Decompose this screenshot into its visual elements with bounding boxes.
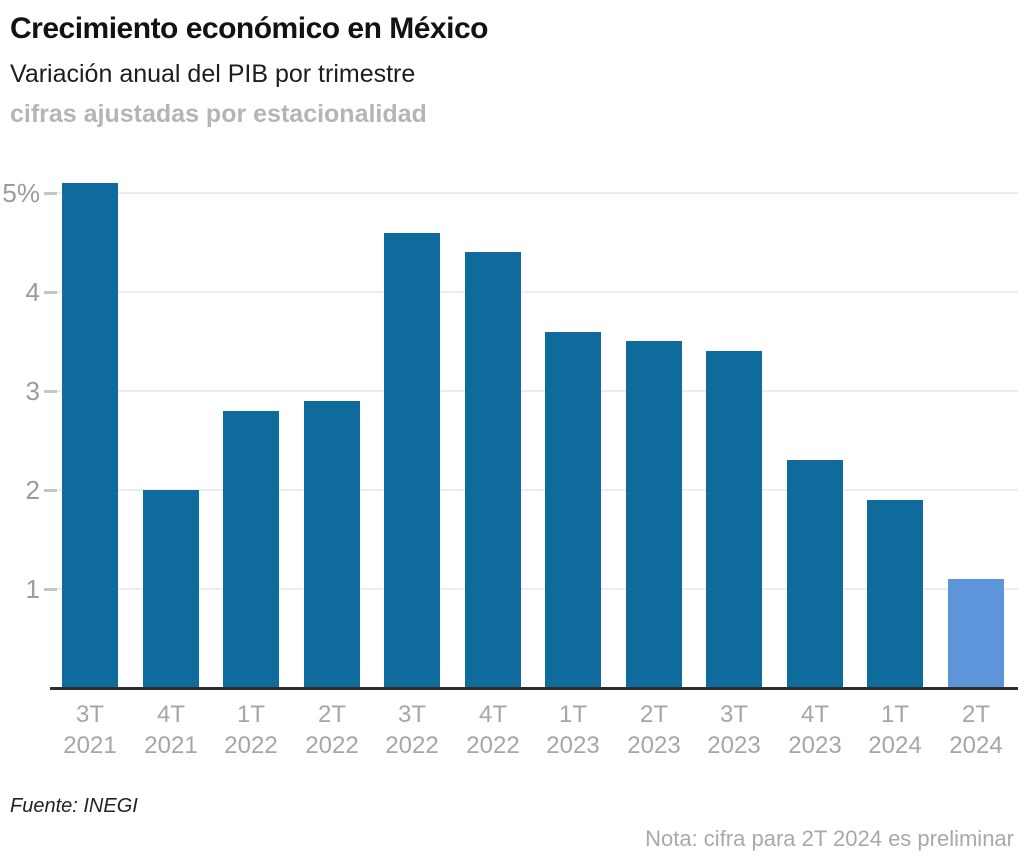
- x-axis-label-1T-2023: 1T 2023: [513, 699, 633, 761]
- y-axis-label-3: 3: [25, 376, 40, 406]
- x-label-year: 2022: [305, 732, 359, 759]
- bar-2T-2022: [304, 401, 360, 688]
- x-axis-label-4T-2021: 4T 2021: [111, 699, 231, 761]
- bar-3T-2022: [384, 233, 440, 688]
- x-axis-label-1T-2024: 1T 2024: [835, 699, 955, 761]
- x-axis-label-4T-2022: 4T 2022: [433, 699, 553, 761]
- x-axis-label-3T-2021: 3T 2021: [30, 699, 150, 761]
- x-label-quarter: 1T: [558, 701, 587, 728]
- x-label-quarter: 4T: [156, 701, 185, 728]
- bar-1T-2022: [223, 411, 279, 688]
- y-axis-label-2: 2: [25, 475, 40, 505]
- x-label-year: 2021: [144, 732, 198, 759]
- x-label-quarter: 3T: [75, 701, 104, 728]
- preliminary-note: Nota: cifra para 2T 2024 es preliminar: [645, 826, 1014, 851]
- x-axis-label-3T-2023: 3T 2023: [674, 699, 794, 761]
- x-axis-line: [50, 687, 1018, 690]
- bar-3T-2021: [62, 183, 118, 688]
- y-axis-label-4: 4: [25, 277, 40, 307]
- x-axis-label-2T-2022: 2T 2022: [272, 699, 392, 761]
- chart-subtitle: Variación anual del PIB por trimestre: [10, 60, 416, 88]
- x-axis-label-2T-2023: 2T 2023: [594, 699, 714, 761]
- x-label-quarter: 2T: [317, 701, 346, 728]
- gridline-2: [50, 489, 1018, 491]
- bar-4T-2021: [143, 490, 199, 688]
- gridline-3: [50, 390, 1018, 392]
- chart-title: Crecimiento económico en México: [10, 12, 488, 45]
- x-axis-label-1T-2022: 1T 2022: [191, 699, 311, 761]
- x-label-year: 2023: [546, 732, 600, 759]
- bar-4T-2023: [787, 460, 843, 688]
- bar-2T-2023: [626, 341, 682, 688]
- y-tick-1: [44, 588, 57, 591]
- bar-1T-2024: [867, 500, 923, 688]
- y-tick-2: [44, 489, 57, 492]
- x-label-year: 2023: [707, 732, 761, 759]
- bar-4T-2022: [465, 252, 521, 688]
- x-label-quarter: 2T: [639, 701, 668, 728]
- y-axis-label-5: 5%: [2, 178, 40, 208]
- x-label-year: 2023: [788, 732, 842, 759]
- x-axis-label-4T-2023: 4T 2023: [755, 699, 875, 761]
- x-label-year: 2021: [63, 732, 117, 759]
- source-credit: Fuente: INEGI: [10, 795, 138, 817]
- bar-2T-2024: [948, 579, 1004, 688]
- y-tick-5: [44, 192, 57, 195]
- y-tick-4: [44, 291, 57, 294]
- x-label-year: 2024: [868, 732, 922, 759]
- x-label-quarter: 2T: [961, 701, 990, 728]
- x-label-quarter: 3T: [397, 701, 426, 728]
- x-label-year: 2024: [949, 732, 1003, 759]
- x-label-quarter: 4T: [800, 701, 829, 728]
- x-axis-label-3T-2022: 3T 2022: [352, 699, 472, 761]
- x-label-year: 2022: [224, 732, 278, 759]
- x-label-quarter: 4T: [478, 701, 507, 728]
- x-label-year: 2022: [385, 732, 439, 759]
- gridline-5: [50, 192, 1018, 194]
- bar-3T-2023: [706, 351, 762, 688]
- x-label-quarter: 1T: [236, 701, 265, 728]
- chart-subtitle-secondary: cifras ajustadas por estacionalidad: [10, 100, 427, 128]
- y-tick-3: [44, 390, 57, 393]
- x-label-quarter: 3T: [719, 701, 748, 728]
- bar-1T-2023: [545, 332, 601, 688]
- y-axis-label-1: 1: [25, 574, 40, 604]
- x-axis-label-2T-2024: 2T 2024: [916, 699, 1024, 761]
- x-label-year: 2023: [627, 732, 681, 759]
- gridline-1: [50, 588, 1018, 590]
- x-label-quarter: 1T: [880, 701, 909, 728]
- x-label-year: 2022: [466, 732, 520, 759]
- gridline-4: [50, 291, 1018, 293]
